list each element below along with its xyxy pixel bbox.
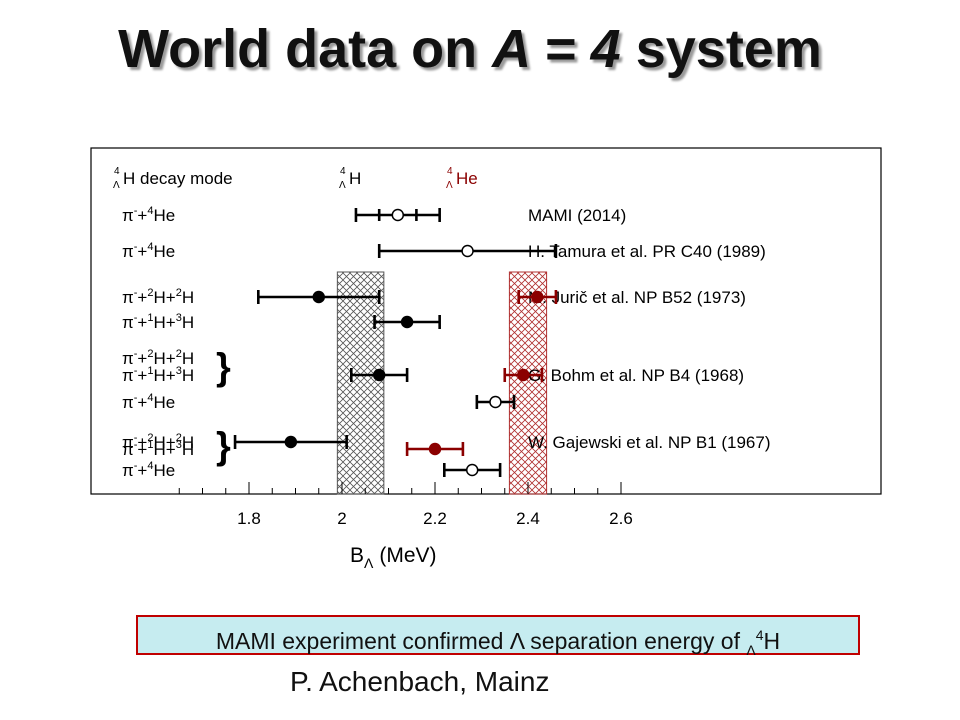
hyperhelium-point (503, 368, 544, 382)
x-tick-label: 2 (337, 509, 346, 528)
data-marker (428, 442, 442, 456)
x-tick-label: 2.2 (423, 509, 447, 528)
decay-mode-label: π-+4He (122, 205, 175, 225)
decay-mode-label: π-+2H+2H (122, 432, 194, 452)
x-tick-label: 2.6 (609, 509, 633, 528)
reference-label: W. Gajewski et al. NP B1 (1967) (528, 433, 771, 452)
header-label: H decay mode (123, 169, 233, 188)
header-label: He (456, 169, 478, 188)
hyperhydrogen-point (377, 244, 558, 258)
hyperhydrogen-point (373, 315, 441, 329)
reference-label: MAMI (2014) (528, 206, 626, 225)
hyperhydrogen-point (256, 290, 381, 304)
conclusion-banner: MAMI experiment confirmed Λ separation e… (136, 615, 860, 658)
author-credit: P. Achenbach, Mainz (290, 666, 550, 697)
x-axis-title: BΛ (MeV) (350, 544, 437, 571)
decay-mode-label: π-+1H+3H (122, 439, 194, 459)
hyperhydrogen-point (442, 463, 502, 477)
group-brace: } (216, 426, 231, 468)
title-prefix: World data on (118, 19, 493, 79)
header-mass-number: 4 (340, 166, 346, 177)
plot-frame (90, 147, 882, 495)
header-mass-number: 4 (114, 166, 120, 177)
reference-label: H. Tamura et al. PR C40 (1989) (528, 242, 766, 261)
decay-mode-label: π-+1H+3H (122, 312, 194, 332)
data-marker (400, 315, 414, 329)
header-hyperhydrogen: 4 Λ H (339, 166, 361, 191)
banner-superscript: 4 (755, 627, 764, 643)
band-hyperhydrogen (336, 271, 385, 495)
hyperhydrogen-point (354, 208, 441, 222)
data-marker (284, 435, 298, 449)
header-decay-mode: 4 Λ H decay mode (113, 166, 233, 191)
decay-mode-label: π-+2H+2H (122, 348, 194, 368)
banner-subscript: Λ (746, 642, 756, 658)
reference-label: M. Jurič et al. NP B52 (1973) (528, 288, 746, 307)
data-marker (391, 208, 405, 222)
decay-mode-label: π-+4He (122, 392, 175, 412)
hyperhelium-point (405, 442, 465, 456)
header-lambda: Λ (446, 180, 453, 191)
hyperhydrogen-point (233, 435, 348, 449)
decay-mode-label: π-+4He (122, 241, 175, 261)
decay-mode-label: π-+4He (122, 460, 175, 480)
reference-label: G. Bohm et al. NP B4 (1968) (528, 366, 744, 385)
data-marker (465, 463, 479, 477)
data-marker (489, 395, 502, 409)
header-hyperhelium: 4 Λ He (446, 166, 478, 191)
header-label: H (349, 169, 361, 188)
data-marker (461, 244, 474, 258)
header-lambda: Λ (339, 180, 346, 191)
slide-title: World data on A = 4 system (0, 18, 940, 80)
header-lambda: Λ (113, 180, 120, 191)
x-tick-label: 1.8 (237, 509, 261, 528)
title-variable: A = 4 (492, 19, 621, 79)
banner-element: H (763, 628, 781, 654)
data-marker (372, 368, 386, 382)
decay-mode-label: π-+2H+2H (122, 287, 194, 307)
decay-mode-label: π-+1H+3H (122, 365, 194, 385)
group-brace: } (216, 347, 231, 389)
header-mass-number: 4 (447, 166, 453, 177)
data-marker (517, 368, 530, 382)
title-suffix: system (620, 19, 822, 79)
hypernuclei-chart: 1.8 2 2.2 2.4 2.6 4Λ H decay mode 4Λ H 4Λ He π-+4… (90, 147, 882, 571)
hyperhelium-point (517, 290, 558, 304)
x-tick-label: 2.4 (516, 509, 540, 528)
data-marker (312, 290, 325, 304)
data-marker (531, 290, 544, 304)
hyperhydrogen-point (475, 395, 516, 409)
hyperhydrogen-point (349, 368, 409, 382)
banner-text: MAMI experiment confirmed Λ separation e… (215, 628, 747, 654)
